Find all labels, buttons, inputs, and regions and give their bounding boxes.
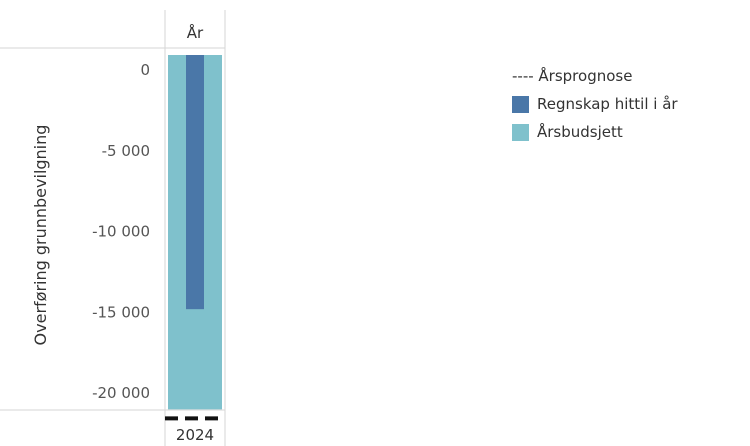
legend-item-forecast[interactable]: ---- Årsprognose bbox=[512, 62, 678, 90]
y-tick-label: -5 000 bbox=[102, 142, 150, 160]
legend-swatch-budget bbox=[512, 123, 529, 141]
y-tick-label: 0 bbox=[140, 61, 150, 79]
legend: ---- Årsprognose Regnskap hittil i år År… bbox=[512, 62, 678, 146]
y-tick-label: -15 000 bbox=[92, 303, 150, 321]
y-axis-label: Overføring grunnbevilgning bbox=[31, 125, 50, 346]
legend-item-actuals[interactable]: Regnskap hittil i år bbox=[512, 90, 678, 118]
legend-label-budget: Årsbudsjett bbox=[537, 123, 623, 141]
y-tick-label: -10 000 bbox=[92, 223, 150, 241]
chart-frame bbox=[0, 10, 226, 446]
column-header: År bbox=[187, 23, 204, 42]
bar-actuals bbox=[186, 55, 204, 310]
x-category-label: 2024 bbox=[176, 426, 214, 444]
legend-swatch-actuals bbox=[512, 95, 529, 113]
legend-label-actuals: Regnskap hittil i år bbox=[537, 95, 678, 113]
legend-label-forecast: ---- Årsprognose bbox=[512, 67, 633, 85]
bars bbox=[165, 55, 225, 421]
y-tick-label: -20 000 bbox=[92, 384, 150, 402]
legend-item-budget[interactable]: Årsbudsjett bbox=[512, 118, 678, 146]
y-axis-ticks: 0 -5 000 -10 000 -15 000 -20 000 bbox=[92, 61, 150, 402]
